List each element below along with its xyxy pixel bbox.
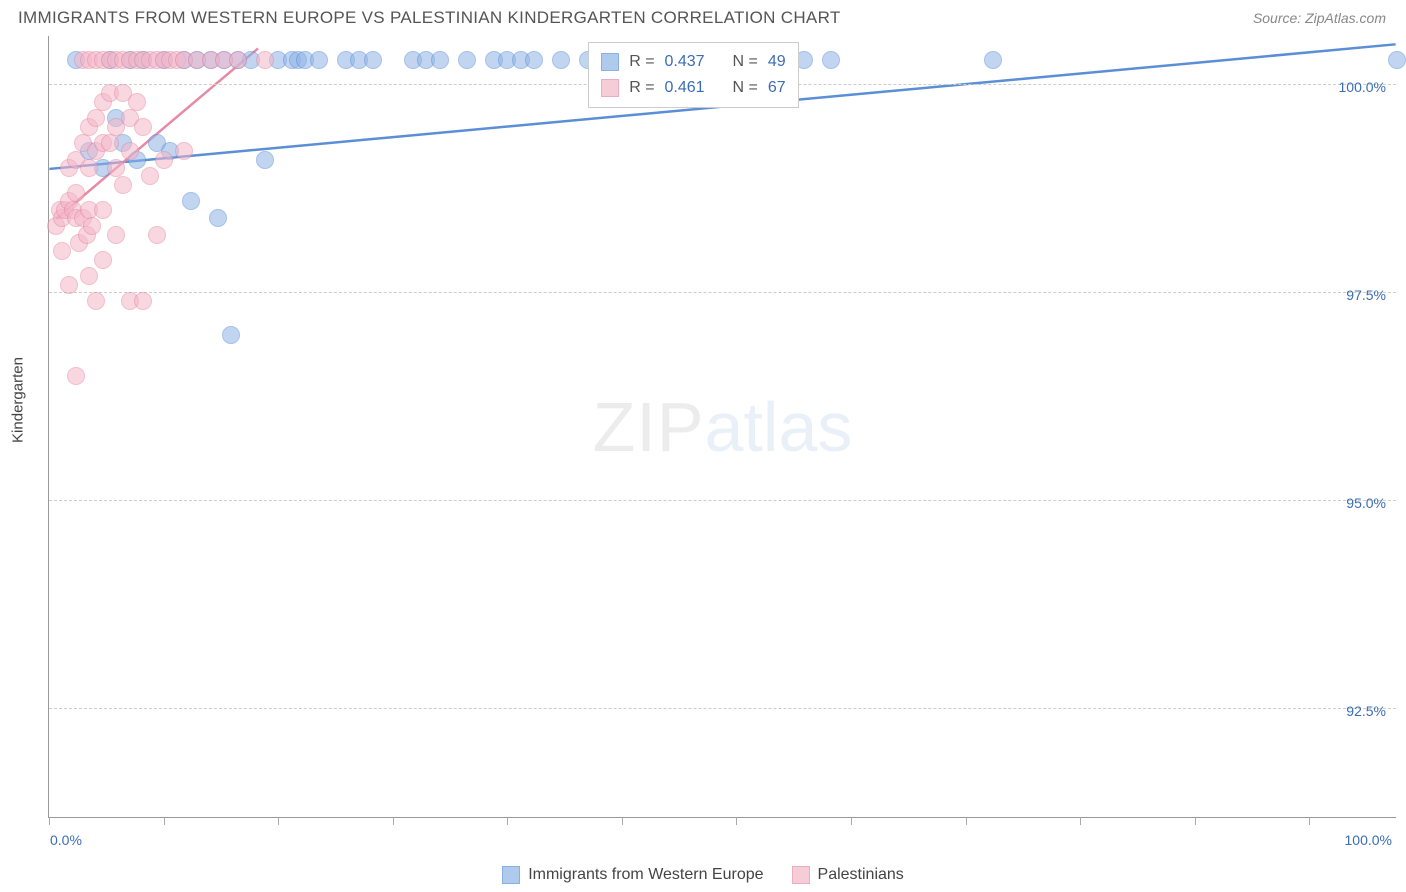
x-tick xyxy=(278,817,279,825)
source-credit: Source: ZipAtlas.com xyxy=(1253,10,1386,26)
regression-lines xyxy=(49,36,1396,817)
point-series2 xyxy=(148,226,166,244)
point-series1 xyxy=(984,51,1002,69)
x-tick xyxy=(851,817,852,825)
point-series1 xyxy=(222,326,240,344)
point-series1 xyxy=(458,51,476,69)
point-series2 xyxy=(67,184,85,202)
x-tick xyxy=(966,817,967,825)
x-tick xyxy=(736,817,737,825)
point-series2 xyxy=(141,167,159,185)
scatter-chart: ZIPatlas 100.0% 97.5% 95.0% 92.5% R =0.437N … xyxy=(48,36,1396,818)
x-tick xyxy=(1080,817,1081,825)
point-series2 xyxy=(67,367,85,385)
legend-swatch-blue xyxy=(502,866,520,884)
legend-bottom: Immigrants from Western Europe Palestini… xyxy=(0,866,1406,884)
chart-title: IMMIGRANTS FROM WESTERN EUROPE VS PALEST… xyxy=(18,8,841,28)
point-series1 xyxy=(431,51,449,69)
point-series2 xyxy=(128,93,146,111)
y-tick-label: 95.0% xyxy=(1346,495,1386,511)
legend-swatch xyxy=(601,53,619,71)
x-tick xyxy=(622,817,623,825)
x-axis-min-label: 0.0% xyxy=(50,832,82,848)
legend-item-series2: Palestinians xyxy=(792,866,904,884)
point-series2 xyxy=(94,251,112,269)
point-series1 xyxy=(310,51,328,69)
x-tick xyxy=(49,817,50,825)
point-series2 xyxy=(134,292,152,310)
point-series1 xyxy=(182,192,200,210)
point-series2 xyxy=(80,159,98,177)
y-tick-label: 100.0% xyxy=(1339,79,1386,95)
y-axis-label: Kindergarten xyxy=(10,357,27,443)
point-series2 xyxy=(121,142,139,160)
point-series2 xyxy=(87,292,105,310)
point-series2 xyxy=(134,118,152,136)
point-series1 xyxy=(1388,51,1406,69)
point-series2 xyxy=(107,226,125,244)
point-series2 xyxy=(80,267,98,285)
point-series1 xyxy=(256,151,274,169)
point-series2 xyxy=(60,276,78,294)
point-series2 xyxy=(155,151,173,169)
x-tick xyxy=(1309,817,1310,825)
point-series2 xyxy=(114,176,132,194)
legend-item-series1: Immigrants from Western Europe xyxy=(502,866,763,884)
point-series2 xyxy=(83,217,101,235)
point-series2 xyxy=(53,242,71,260)
x-tick xyxy=(1195,817,1196,825)
point-series2 xyxy=(101,134,119,152)
gridline-h xyxy=(49,292,1396,293)
x-axis-max-label: 100.0% xyxy=(1345,832,1392,848)
legend-stats-row: R =0.437N =49 xyxy=(601,49,785,75)
point-series1 xyxy=(552,51,570,69)
point-series1 xyxy=(364,51,382,69)
y-tick-label: 92.5% xyxy=(1346,703,1386,719)
point-series2 xyxy=(107,159,125,177)
watermark: ZIPatlas xyxy=(593,387,853,467)
legend-swatch xyxy=(601,79,619,97)
point-series2 xyxy=(94,201,112,219)
point-series1 xyxy=(822,51,840,69)
point-series2 xyxy=(256,51,274,69)
x-tick xyxy=(507,817,508,825)
gridline-h xyxy=(49,500,1396,501)
point-series2 xyxy=(175,142,193,160)
point-series1 xyxy=(209,209,227,227)
legend-swatch-pink xyxy=(792,866,810,884)
gridline-h xyxy=(49,708,1396,709)
point-series2 xyxy=(229,51,247,69)
x-tick xyxy=(393,817,394,825)
x-tick xyxy=(164,817,165,825)
point-series2 xyxy=(87,109,105,127)
y-tick-label: 97.5% xyxy=(1346,287,1386,303)
legend-stats-row: R =0.461N =67 xyxy=(601,75,785,101)
legend-stats: R =0.437N =49R =0.461N =67 xyxy=(588,42,798,108)
point-series1 xyxy=(525,51,543,69)
